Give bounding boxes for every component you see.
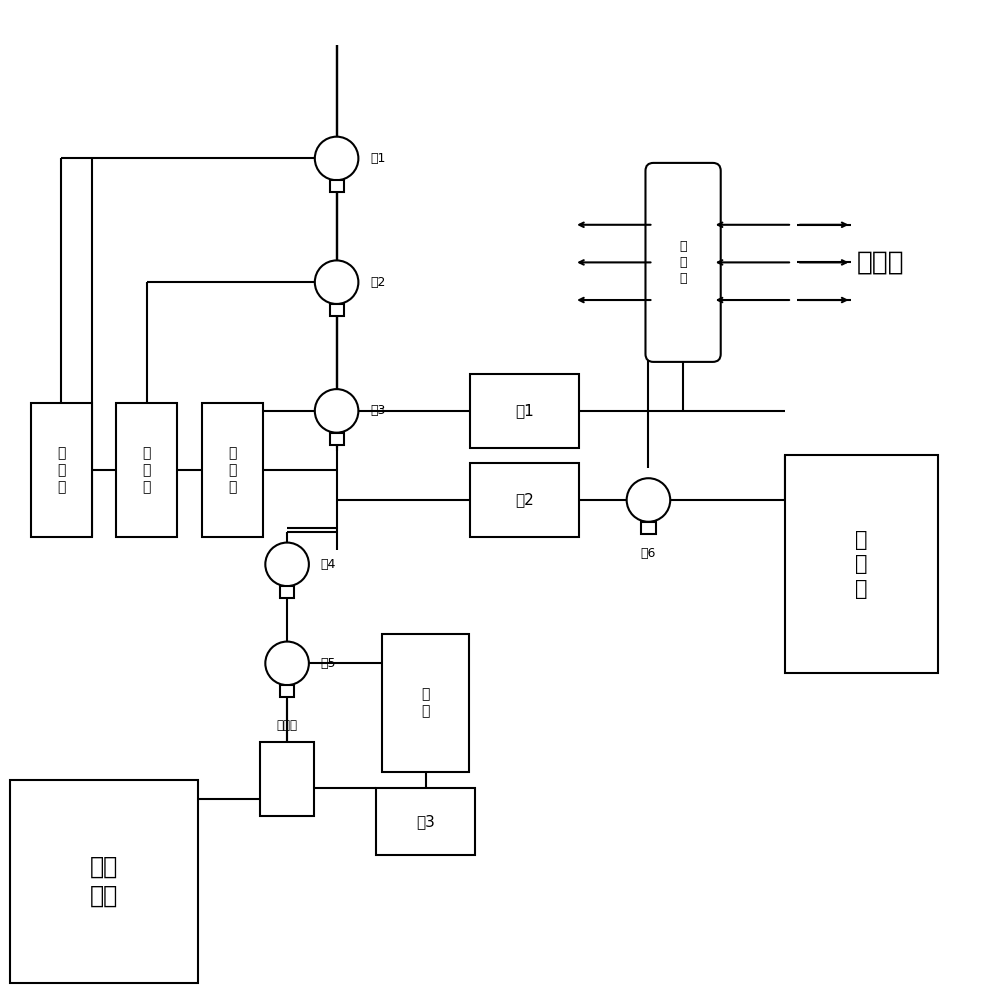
Text: 清
洗
水: 清 洗 水 — [57, 446, 65, 495]
Text: 标
液: 标 液 — [422, 687, 430, 719]
Circle shape — [315, 389, 358, 433]
Text: 泵2: 泵2 — [516, 492, 534, 508]
Text: 显
色
剂: 显 色 剂 — [229, 446, 237, 495]
Text: 缓
冲
剂: 缓 冲 剂 — [143, 446, 150, 495]
Bar — [784, 455, 939, 673]
Bar — [116, 403, 177, 537]
Text: 溢流杯: 溢流杯 — [276, 719, 298, 732]
Text: 单色光: 单色光 — [856, 249, 904, 275]
Bar — [330, 433, 344, 445]
Circle shape — [627, 478, 670, 522]
Text: 泵1: 泵1 — [516, 403, 534, 418]
Bar — [31, 403, 92, 537]
Bar — [202, 403, 263, 537]
Circle shape — [315, 137, 358, 180]
Text: 阀4: 阀4 — [321, 558, 337, 571]
Circle shape — [265, 642, 309, 685]
Bar — [470, 374, 579, 448]
Bar — [376, 788, 475, 855]
Text: 阀5: 阀5 — [321, 657, 337, 670]
Bar — [642, 522, 655, 534]
Text: 阀6: 阀6 — [641, 547, 656, 560]
Bar — [330, 304, 344, 316]
Text: 泵3: 泵3 — [416, 814, 436, 829]
Text: 反
应
器: 反 应 器 — [679, 240, 687, 285]
Text: 阀2: 阀2 — [370, 276, 386, 289]
FancyBboxPatch shape — [645, 163, 721, 362]
Bar — [382, 634, 469, 772]
Bar — [259, 742, 314, 816]
Text: 废
液
槽: 废 液 槽 — [855, 530, 867, 599]
Bar — [280, 685, 294, 697]
Bar — [330, 180, 344, 192]
Bar — [280, 586, 294, 598]
Bar — [470, 463, 579, 537]
Bar — [10, 780, 198, 983]
Circle shape — [315, 260, 358, 304]
Text: 阀1: 阀1 — [370, 152, 386, 165]
Text: 阀3: 阀3 — [370, 404, 386, 417]
Circle shape — [265, 543, 309, 586]
Text: 吸附
尾液: 吸附 尾液 — [90, 854, 118, 908]
